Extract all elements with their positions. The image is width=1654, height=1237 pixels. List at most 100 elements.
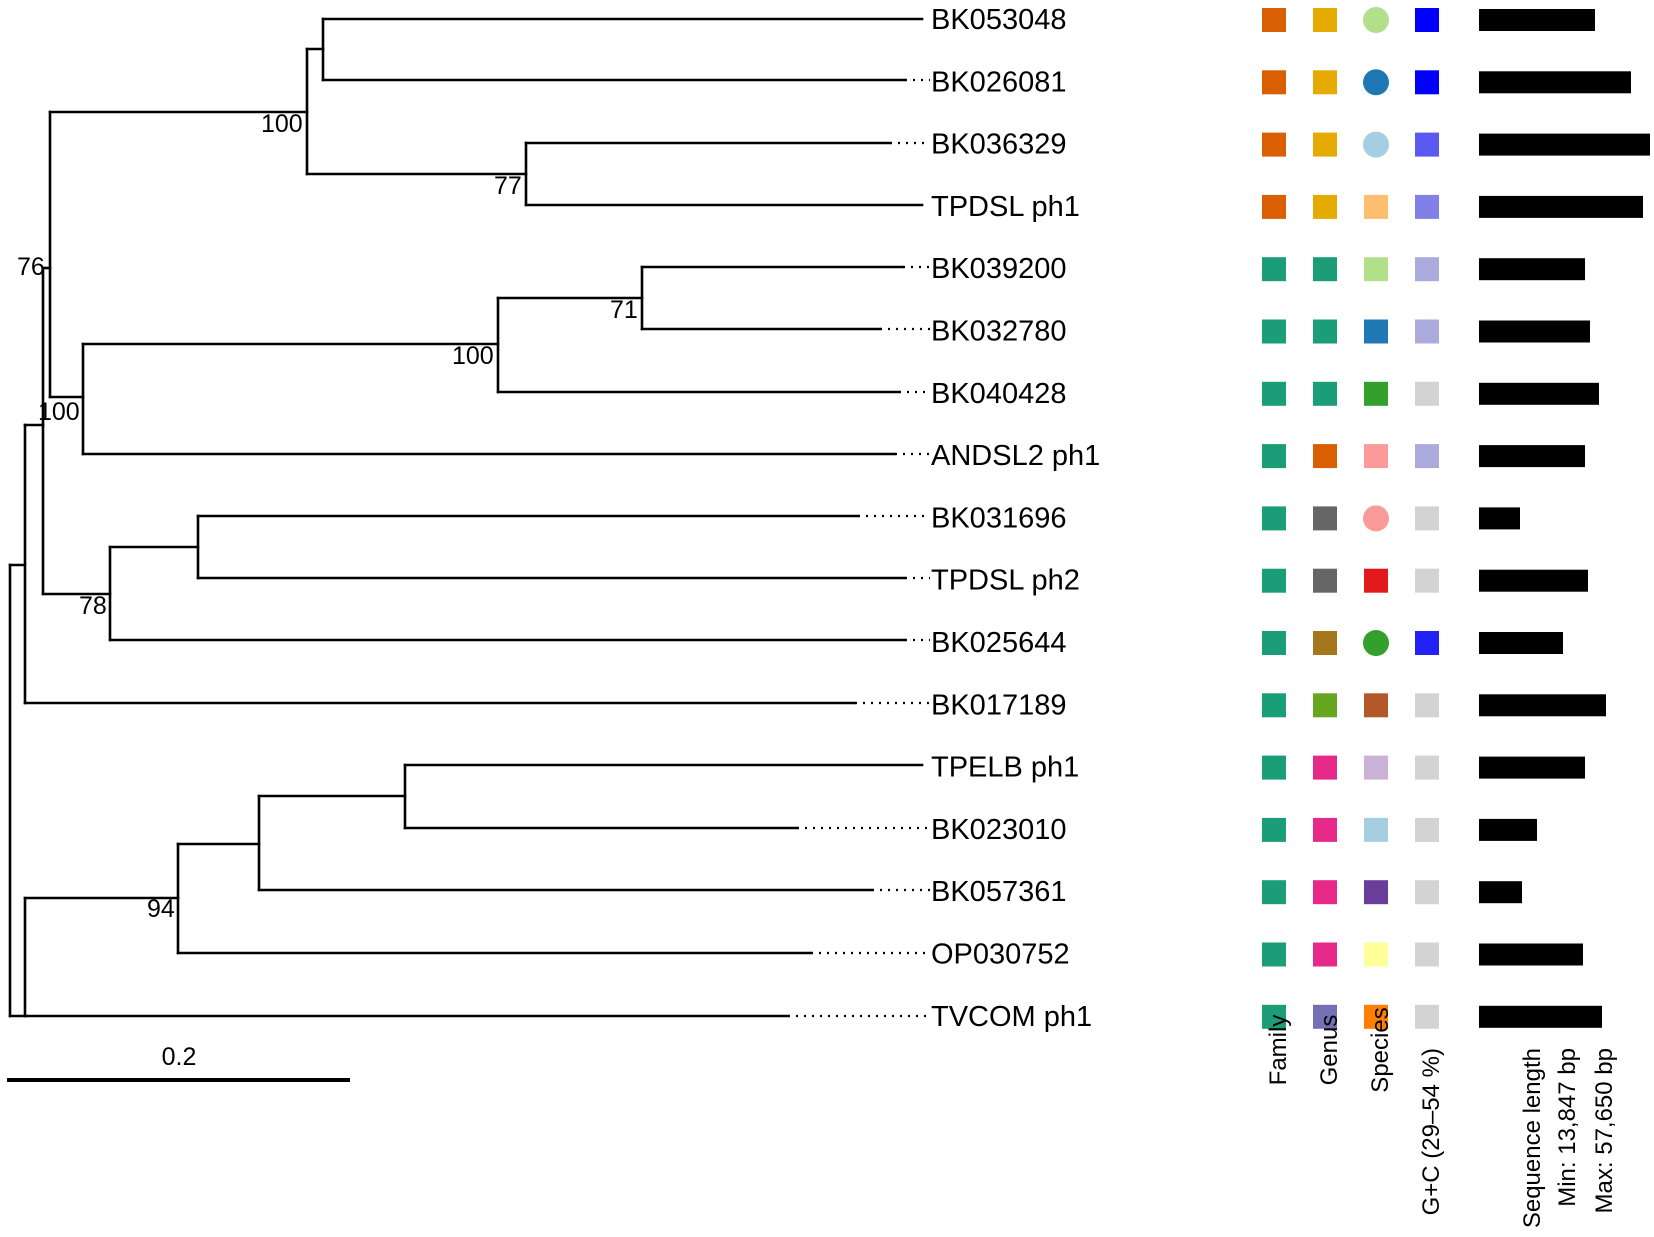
species-swatch bbox=[1364, 568, 1388, 593]
gc-swatch bbox=[1415, 8, 1439, 32]
genus-swatch bbox=[1313, 444, 1337, 469]
genus-swatch bbox=[1313, 755, 1337, 780]
family-swatch bbox=[1262, 568, 1286, 593]
species-swatch bbox=[1363, 505, 1389, 532]
species-swatch bbox=[1364, 693, 1388, 718]
sequence-length-bar bbox=[1479, 818, 1537, 841]
gc-swatch bbox=[1415, 755, 1439, 780]
genus-swatch bbox=[1313, 8, 1337, 32]
column-header-family: Family bbox=[1265, 1015, 1292, 1086]
bootstrap-label: 71 bbox=[610, 296, 638, 324]
species-swatch bbox=[1364, 880, 1388, 905]
leaf-labels: BK053048 BK026081 BK036329 TPDSL ph1 BK03920… bbox=[931, 4, 1100, 1033]
scale-bar: 0.2 bbox=[7, 1043, 350, 1082]
genus-swatch bbox=[1313, 631, 1337, 655]
genus-swatch bbox=[1313, 381, 1337, 406]
leaf-label: BK053048 bbox=[931, 4, 1066, 36]
leaf-label: BK026081 bbox=[931, 66, 1066, 98]
gc-swatch bbox=[1415, 381, 1439, 406]
sequence-length-bar bbox=[1479, 382, 1599, 405]
bootstrap-label: 100 bbox=[452, 342, 494, 370]
genus-swatch bbox=[1313, 568, 1337, 593]
genus-swatch bbox=[1313, 194, 1337, 219]
gc-swatch bbox=[1415, 506, 1439, 531]
sequence-length-bar bbox=[1479, 694, 1606, 717]
column-headers: Family Genus Species G+C (29–54 %) Seque… bbox=[1265, 1007, 1618, 1228]
bootstrap-label: 78 bbox=[79, 592, 107, 620]
family-swatch bbox=[1262, 693, 1286, 718]
family-swatch bbox=[1262, 755, 1286, 780]
species-swatch bbox=[1364, 319, 1388, 344]
family-swatch bbox=[1262, 381, 1286, 406]
family-swatch bbox=[1262, 631, 1286, 655]
column-header-genus: Genus bbox=[1316, 1015, 1343, 1086]
genus-swatch bbox=[1313, 880, 1337, 905]
genus-swatch bbox=[1313, 817, 1337, 842]
family-swatch bbox=[1262, 817, 1286, 842]
species-swatch bbox=[1364, 194, 1388, 219]
sequence-length-bar bbox=[1479, 1005, 1602, 1028]
species-swatch bbox=[1364, 381, 1388, 406]
sequence-length-bar bbox=[1479, 133, 1650, 156]
family-swatch bbox=[1262, 194, 1286, 219]
leaf-label: OP030752 bbox=[931, 939, 1070, 971]
family-swatch bbox=[1262, 70, 1286, 95]
species-swatch bbox=[1364, 1004, 1388, 1029]
bootstrap-values: 100 77 76 71 100 100 78 94 bbox=[17, 110, 638, 923]
bootstrap-label: 94 bbox=[147, 895, 175, 923]
family-swatch bbox=[1262, 319, 1286, 344]
sequence-length-bar bbox=[1479, 195, 1643, 218]
sequence-length-bar bbox=[1479, 881, 1522, 904]
leaf-label: BK032780 bbox=[931, 316, 1066, 348]
genus-swatch bbox=[1313, 70, 1337, 95]
family-swatch bbox=[1262, 132, 1286, 157]
gc-swatch bbox=[1415, 319, 1439, 344]
gc-swatch bbox=[1415, 568, 1439, 593]
family-swatch bbox=[1262, 8, 1286, 32]
species-swatch bbox=[1363, 131, 1389, 158]
gc-swatch bbox=[1415, 257, 1439, 282]
scale-bar-label: 0.2 bbox=[162, 1043, 197, 1071]
gc-swatch bbox=[1415, 817, 1439, 842]
genus-swatch bbox=[1313, 319, 1337, 344]
genus-swatch bbox=[1313, 257, 1337, 282]
sequence-length-bar bbox=[1479, 943, 1583, 966]
leaf-label: TPDSL ph2 bbox=[931, 565, 1080, 597]
column-header-min-length: Min: 13,847 bp bbox=[1554, 1048, 1581, 1207]
family-swatch bbox=[1262, 1004, 1286, 1029]
leaf-label: BK025644 bbox=[931, 627, 1066, 659]
gc-swatch bbox=[1415, 132, 1439, 157]
species-swatch bbox=[1364, 817, 1388, 842]
leaf-label: BK057361 bbox=[931, 876, 1066, 908]
genus-swatch bbox=[1313, 506, 1337, 531]
sequence-length-bar bbox=[1479, 756, 1585, 779]
column-header-gc: G+C (29–54 %) bbox=[1418, 1048, 1445, 1215]
genus-swatch bbox=[1313, 132, 1337, 157]
species-swatch bbox=[1364, 755, 1388, 780]
species-swatch bbox=[1364, 444, 1388, 469]
leaf-label: ANDSL2 ph1 bbox=[931, 440, 1100, 472]
family-swatch bbox=[1262, 506, 1286, 531]
bootstrap-label: 100 bbox=[261, 110, 303, 138]
family-swatch bbox=[1262, 257, 1286, 282]
gc-swatch bbox=[1415, 942, 1439, 967]
gc-swatch bbox=[1415, 1004, 1439, 1029]
family-swatch bbox=[1262, 880, 1286, 905]
sequence-length-bar bbox=[1479, 9, 1595, 31]
genus-swatch bbox=[1313, 942, 1337, 967]
species-swatch bbox=[1364, 257, 1388, 282]
leaf-label: TPDSL ph1 bbox=[931, 191, 1080, 223]
leaf-label: TPELB ph1 bbox=[931, 752, 1079, 784]
sequence-length-bar bbox=[1479, 320, 1590, 343]
trait-matrix bbox=[1262, 7, 1650, 1029]
bootstrap-label: 100 bbox=[38, 398, 80, 426]
gc-swatch bbox=[1415, 693, 1439, 718]
sequence-length-bar bbox=[1479, 445, 1585, 468]
sequence-length-bar bbox=[1479, 258, 1585, 281]
genus-swatch bbox=[1313, 1004, 1337, 1029]
leaf-label: TVCOM ph1 bbox=[931, 1001, 1092, 1033]
gc-swatch bbox=[1415, 631, 1439, 655]
leaf-label: BK039200 bbox=[931, 253, 1066, 285]
species-swatch bbox=[1363, 630, 1389, 656]
